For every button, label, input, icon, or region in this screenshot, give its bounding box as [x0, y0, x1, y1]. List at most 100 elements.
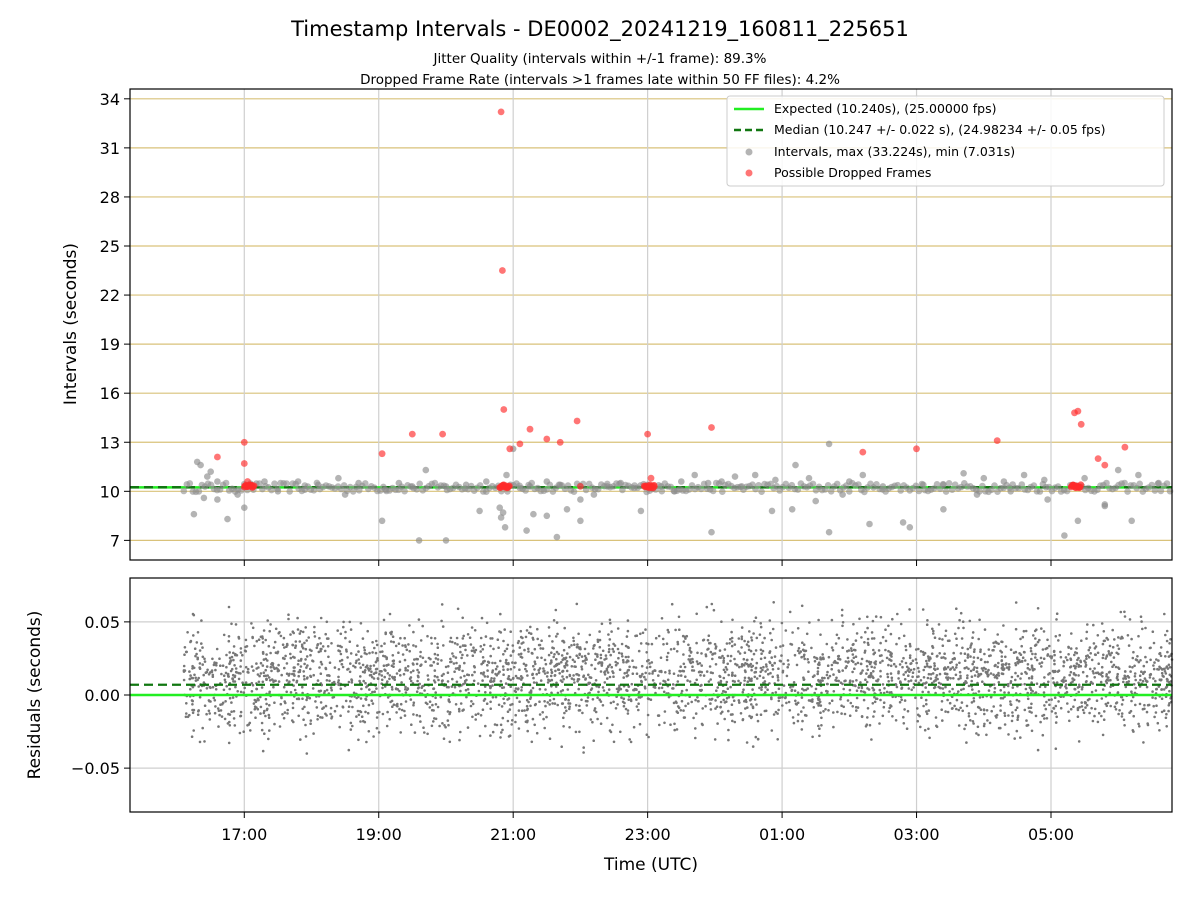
residual-point: [644, 628, 647, 631]
residual-point: [707, 680, 711, 683]
residual-point: [509, 654, 513, 657]
residual-point: [772, 713, 776, 716]
residual-point: [790, 688, 794, 692]
residual-point: [925, 623, 929, 626]
residual-point: [552, 697, 556, 701]
residual-point: [881, 635, 885, 639]
residual-point: [340, 645, 343, 649]
residual-point: [947, 676, 950, 679]
residual-point: [489, 700, 492, 704]
residual-point: [454, 703, 458, 706]
residual-point: [846, 661, 850, 664]
residual-point: [360, 687, 363, 691]
residual-point: [820, 724, 823, 727]
residual-point: [897, 670, 900, 673]
residual-point: [895, 642, 898, 646]
residual-point: [545, 675, 549, 678]
residual-point: [761, 641, 764, 644]
residual-point: [525, 669, 528, 673]
residual-point: [500, 705, 504, 708]
residual-point: [768, 619, 772, 622]
residual-point: [345, 650, 348, 653]
residual-point: [941, 644, 945, 647]
residual-point: [580, 698, 583, 702]
x-tick-label: 03:00: [893, 825, 939, 844]
intervals-y-tick-label: 13: [100, 433, 120, 452]
interval-point: [1155, 479, 1162, 487]
residual-point: [1067, 710, 1070, 714]
residual-point: [224, 671, 228, 675]
residual-point: [364, 698, 368, 701]
residual-point: [1042, 630, 1046, 633]
residual-point: [1067, 645, 1070, 649]
residual-point: [378, 710, 381, 714]
residual-point: [511, 719, 514, 722]
residual-point: [644, 671, 647, 675]
residual-point: [1148, 646, 1152, 650]
residual-point: [927, 672, 931, 676]
residual-point: [296, 663, 300, 666]
residual-point: [1020, 644, 1023, 648]
residual-point: [1069, 647, 1073, 650]
residual-point: [857, 686, 860, 689]
residual-point: [1139, 615, 1143, 618]
residual-point: [244, 638, 248, 642]
residual-point: [784, 629, 788, 632]
residual-point: [430, 636, 433, 640]
residual-point: [756, 738, 760, 741]
residual-point: [1092, 623, 1095, 627]
interval-point: [809, 480, 817, 488]
residual-point: [313, 631, 316, 634]
residual-point: [648, 662, 651, 665]
residual-point: [1112, 656, 1116, 659]
residual-point: [1101, 656, 1105, 660]
residual-point: [881, 683, 885, 686]
residual-point: [663, 710, 667, 713]
residual-point: [228, 656, 232, 660]
residual-point: [619, 687, 623, 691]
residual-point: [1090, 706, 1093, 710]
residual-point: [737, 637, 741, 640]
residual-point: [419, 650, 422, 654]
residual-point: [561, 658, 564, 662]
residual-point: [917, 670, 921, 673]
residual-point: [494, 667, 498, 671]
residual-point: [630, 682, 634, 686]
residual-point: [446, 710, 450, 713]
residual-point: [1130, 699, 1133, 703]
residual-point: [222, 688, 226, 692]
residual-point: [317, 650, 321, 654]
dropped-frame-point: [1094, 455, 1102, 462]
residual-point: [282, 636, 286, 640]
residual-point: [470, 649, 474, 653]
residual-point: [675, 728, 679, 731]
residual-point: [777, 696, 781, 699]
residual-point: [459, 676, 463, 679]
residual-point: [764, 691, 767, 694]
residual-point: [756, 719, 760, 723]
residual-point: [603, 681, 607, 684]
residual-point: [430, 642, 434, 645]
residual-point: [239, 672, 242, 675]
residual-point: [485, 621, 489, 625]
residual-point: [859, 689, 863, 693]
residual-point: [516, 687, 520, 691]
residual-point: [271, 662, 275, 665]
residual-point: [899, 680, 902, 683]
residual-point: [492, 647, 495, 651]
dropped-frame-point: [516, 440, 524, 448]
residual-point: [575, 654, 578, 657]
residual-point: [551, 702, 554, 705]
residual-point: [355, 653, 358, 656]
residual-point: [723, 648, 727, 651]
residual-point: [953, 632, 957, 636]
residual-point: [383, 668, 386, 671]
residual-point: [233, 680, 237, 683]
residual-point: [1116, 644, 1119, 647]
interval-point: [180, 487, 188, 495]
residual-point: [643, 687, 647, 690]
residual-point: [725, 680, 729, 684]
residual-point: [909, 662, 912, 666]
residual-point: [755, 636, 759, 640]
residual-point: [806, 687, 809, 690]
